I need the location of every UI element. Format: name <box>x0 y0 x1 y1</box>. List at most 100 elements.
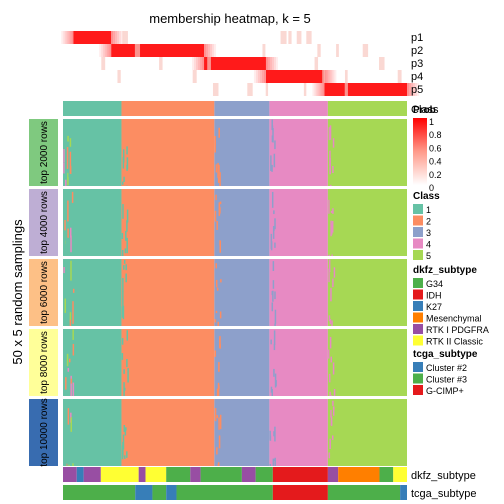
class-bar-label: Class <box>411 104 439 116</box>
tcga-subtype-legend-swatch <box>413 362 423 372</box>
prob-legend-title: Prob <box>413 105 436 116</box>
heatmap-block-3-class-5 <box>327 259 407 326</box>
membership-row-label-p4: p4 <box>411 71 423 83</box>
dkfz-subtype-segment-5 <box>138 467 146 482</box>
class-bar-segment-1 <box>63 101 122 116</box>
heatmap-block-3-class-3 <box>214 259 270 326</box>
dkfz-subtype-segment-16 <box>393 467 407 482</box>
heatmap-block-5-class-2 <box>121 399 215 466</box>
dkfz-subtype-legend-swatch <box>413 324 423 334</box>
tcga-subtype-segment-3 <box>152 485 167 500</box>
dkfz-subtype-segment-15 <box>379 467 394 482</box>
membership-row-label-p2: p2 <box>411 45 423 57</box>
heatmap-block-5-class-3 <box>214 399 270 466</box>
row-group-4 <box>29 329 58 396</box>
heatmap-block-2-class-5 <box>327 189 407 256</box>
tcga-subtype-legend-swatch <box>413 373 423 384</box>
row-group-annotations: top 2000 rows top 4000 rows top 6000 rows t… <box>29 119 58 467</box>
heatmap-block-4-class-2 <box>121 329 215 396</box>
class-legend-label: 4 <box>426 240 431 250</box>
dkfz-subtype-segment-11 <box>255 467 273 482</box>
dkfz-subtype-segment-1 <box>63 467 77 482</box>
dkfz-subtype-legend-label: IDH <box>426 291 442 301</box>
tcga-subtype-legend-label: Cluster #3 <box>426 375 467 385</box>
membership-dominant-p4 <box>265 70 325 83</box>
heatmap-block-1-class-4 <box>269 119 328 186</box>
tcga-subtype-segment-4 <box>166 485 177 500</box>
chart-title: membership heatmap, k = 5 <box>149 11 311 26</box>
class-assignment-heatmap <box>63 119 407 481</box>
membership-row-label-p5: p5 <box>411 84 423 96</box>
dkfz-subtype-legend-label: Mesenchymal <box>426 314 482 324</box>
tcga-subtype-segment-5 <box>176 485 273 500</box>
heatmap-block-4-class-4 <box>269 329 328 396</box>
class-annotation-bar: Class <box>63 101 439 116</box>
heatmap-block-4-class-3 <box>214 329 270 396</box>
heatmap-block-2-class-2 <box>121 189 215 256</box>
tcga-subtype-segment-2 <box>135 485 153 500</box>
y-axis-label: 50 x 5 random samplings <box>10 219 25 365</box>
tcga-subtype-segment-8 <box>400 485 407 500</box>
dkfz-subtype-legend-label: G34 <box>426 279 443 289</box>
heatmap-block-5-class-1 <box>63 399 122 466</box>
prob-legend-tick: 0.8 <box>429 130 442 140</box>
dkfz-subtype-segment-13 <box>327 467 339 482</box>
class-legend-title: Class <box>413 191 440 202</box>
class-legend-label: 5 <box>426 251 431 261</box>
row-group-label-2: top 4000 rows <box>39 191 50 254</box>
dkfz-subtype-segment-2 <box>76 467 84 482</box>
row-group-label-5: top 10000 rows <box>39 398 50 466</box>
membership-dominant-p2 <box>111 44 205 57</box>
tcga-subtype-segment-6 <box>272 485 328 500</box>
membership-row-label-p3: p3 <box>411 58 423 70</box>
class-bar-segment-3 <box>214 101 270 116</box>
heatmap-block-3-class-4 <box>269 259 328 326</box>
row-group-label-4: top 8000 rows <box>39 331 50 394</box>
membership-row-bg-p1 <box>63 31 407 44</box>
dkfz-subtype-legend-label: K27 <box>426 302 442 312</box>
membership-dominant-p5 <box>324 83 407 96</box>
heatmap-block-1-class-1 <box>63 119 122 186</box>
heatmap-block-5-class-5 <box>327 399 407 466</box>
prob-legend-tick: 0 <box>429 183 434 193</box>
sample-annotation-bars: dkfz_subtype tcga_subtype <box>63 467 476 500</box>
dkfz-subtype-segment-14 <box>338 467 380 482</box>
dkfz-subtype-legend-title: dkfz_subtype <box>413 265 477 276</box>
class-bar-segment-5 <box>327 101 407 116</box>
class-legend-label: 2 <box>426 217 431 227</box>
prob-legend-tick: 0.6 <box>429 143 442 153</box>
row-group-5 <box>29 399 58 466</box>
membership-row-bg-p4 <box>63 70 407 83</box>
dkfz-subtype-legend-swatch <box>413 301 423 311</box>
class-legend-label: 3 <box>426 228 431 238</box>
dkfz-subtype-legend-label: RTK II Classic <box>426 337 483 347</box>
class-legend-swatch <box>413 215 423 226</box>
heatmap-block-4-class-5 <box>327 329 407 396</box>
dkfz-subtype-segment-6 <box>145 467 167 482</box>
prob-legend-colorbar <box>413 118 427 185</box>
class-legend-swatch <box>413 227 423 237</box>
class-legend-swatch <box>413 204 423 214</box>
heatmap-block-1-class-5 <box>327 119 407 186</box>
heatmap-block-3-class-1 <box>63 259 122 326</box>
legends: Prob10.80.60.40.20Class12345dkfz_subtype… <box>413 105 489 396</box>
dkfz-subtype-legend-swatch <box>413 312 423 323</box>
tcga-subtype-legend-title: tcga_subtype <box>413 349 478 360</box>
tcga-subtype-segment-1 <box>63 485 136 500</box>
class-legend-swatch <box>413 250 423 260</box>
dkfz-subtype-segment-4 <box>100 467 139 482</box>
dkfz-subtype-segment-3 <box>83 467 101 482</box>
tcga-subtype-legend-label: Cluster #2 <box>426 363 467 373</box>
heatmap-block-2-class-3 <box>214 189 270 256</box>
tcga-subtype-legend-label: G-CIMP+ <box>426 386 464 396</box>
prob-legend-tick: 0.2 <box>429 170 442 180</box>
row-group-label-1: top 2000 rows <box>39 121 50 184</box>
dkfz-subtype-legend-swatch <box>413 289 423 300</box>
heatmap-block-5-class-4 <box>269 399 328 466</box>
class-legend-swatch <box>413 238 423 249</box>
tcga-subtype-legend-swatch <box>413 385 423 395</box>
row-group-1 <box>29 119 58 186</box>
class-bar-segment-4 <box>269 101 328 116</box>
prob-legend-tick: 0.4 <box>429 157 442 167</box>
